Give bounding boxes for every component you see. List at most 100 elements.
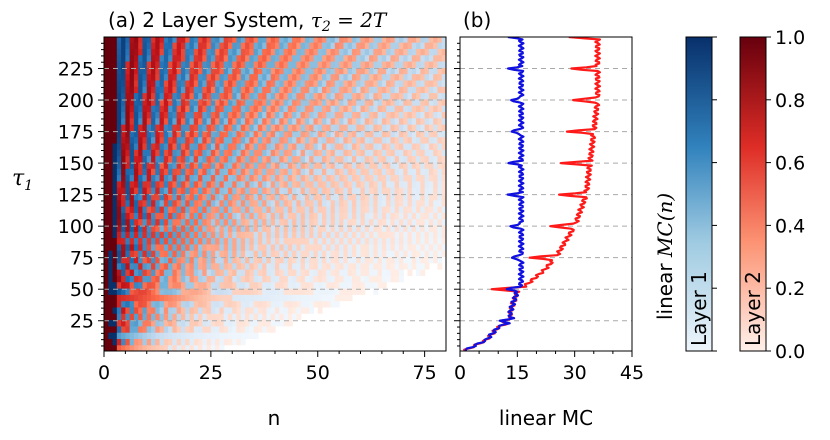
heatmap-cell xyxy=(236,294,242,302)
heatmap-cell xyxy=(433,199,439,207)
heatmap-cell xyxy=(309,130,315,138)
heatmap-cell xyxy=(416,187,421,194)
heatmap-cell xyxy=(129,168,135,176)
heatmap-cell xyxy=(121,300,126,308)
heatmap-cell xyxy=(326,243,332,251)
heatmap-cell xyxy=(215,60,221,68)
heatmap-cell xyxy=(108,325,114,333)
heatmap-cell xyxy=(381,231,387,239)
heatmap-cell xyxy=(168,218,174,226)
heatmap-cell xyxy=(313,243,319,251)
heatmap-cell xyxy=(428,256,434,264)
heatmap-cell xyxy=(292,218,297,226)
heatmap-cell xyxy=(287,136,293,144)
heatmap-cell xyxy=(296,136,302,144)
heatmap-cell xyxy=(146,338,152,346)
heatmap-cell xyxy=(189,199,195,207)
heatmap-cell xyxy=(198,168,203,176)
heatmap-cell xyxy=(168,262,174,270)
heatmap-cell xyxy=(428,111,434,119)
heatmap-cell xyxy=(351,262,357,270)
heatmap-cell xyxy=(411,205,417,213)
heatmap-cell xyxy=(163,344,169,351)
heatmap-cell xyxy=(176,294,182,302)
heatmap-cell xyxy=(304,48,310,56)
heatmap-cell xyxy=(206,79,212,87)
heatmap-cell xyxy=(121,332,126,339)
heatmap-cell xyxy=(300,42,306,49)
heatmap-cell xyxy=(133,325,139,333)
heatmap-cell xyxy=(322,67,327,75)
heatmap-cell xyxy=(108,212,114,220)
heatmap-cell xyxy=(296,231,302,239)
heatmap-cell xyxy=(116,92,122,100)
heatmap-cell xyxy=(159,256,165,264)
heatmap-cell xyxy=(172,79,178,87)
heatmap-cell xyxy=(304,60,310,68)
heatmap-cell xyxy=(360,275,366,283)
heatmap-cell xyxy=(394,111,400,119)
heatmap-cell xyxy=(330,79,336,87)
heatmap-cell xyxy=(351,237,357,245)
heatmap-cell xyxy=(133,149,139,157)
heatmap-cell xyxy=(296,281,302,289)
heatmap-cell xyxy=(360,37,366,43)
heatmap-cell xyxy=(279,187,285,194)
heatmap-cell xyxy=(394,256,400,264)
heatmap-cell xyxy=(189,262,195,270)
heatmap-cell xyxy=(133,313,139,321)
heatmap-cell xyxy=(360,269,366,276)
heatmap-cell xyxy=(292,275,297,283)
heatmap-cell xyxy=(240,79,246,87)
heatmap-cell xyxy=(146,60,152,68)
heatmap-cell xyxy=(163,269,169,276)
heatmap-cell xyxy=(398,48,404,56)
heatmap-cell xyxy=(236,142,242,150)
heatmap-cell xyxy=(313,237,319,245)
heatmap-cell xyxy=(206,193,212,201)
heatmap-cell xyxy=(176,168,182,176)
heatmap-cell xyxy=(227,319,233,327)
heatmap-cell xyxy=(304,105,310,113)
heatmap-cell xyxy=(351,199,357,207)
heatmap-cell xyxy=(155,161,161,169)
heatmap-cell xyxy=(257,243,263,251)
heatmap-cell xyxy=(112,237,118,245)
heatmap-cell xyxy=(317,161,323,169)
heatmap-cell xyxy=(313,67,319,75)
heatmap-cell xyxy=(172,193,178,201)
heatmap-cell xyxy=(245,212,250,220)
heatmap-cell xyxy=(206,48,212,56)
heatmap-cell xyxy=(407,224,413,232)
heatmap-cell xyxy=(193,174,199,182)
heatmap-cell xyxy=(155,287,161,295)
heatmap-cell xyxy=(441,205,446,213)
heatmap-cell xyxy=(163,67,169,75)
heatmap-cell xyxy=(236,269,242,276)
heatmap-cell xyxy=(257,124,263,131)
heatmap-cell xyxy=(424,231,430,239)
heatmap-cell xyxy=(142,149,148,157)
heatmap-cell xyxy=(347,73,353,81)
heatmap-cell xyxy=(428,73,434,81)
heatmap-cell xyxy=(343,155,349,163)
heatmap-cell xyxy=(142,212,148,220)
heatmap-cell xyxy=(403,42,409,49)
heatmap-cell xyxy=(317,73,323,81)
heatmap-cell xyxy=(180,73,186,81)
heatmap-cell xyxy=(420,79,426,87)
heatmap-cell xyxy=(193,161,199,169)
heatmap-cell xyxy=(317,124,323,131)
heatmap-cell xyxy=(347,193,353,201)
heatmap-cell xyxy=(360,130,366,138)
heatmap-cell xyxy=(215,231,221,239)
heatmap-cell xyxy=(125,130,131,138)
heatmap-cell xyxy=(223,42,229,49)
heatmap-cell xyxy=(245,67,250,75)
heatmap-cell xyxy=(326,130,332,138)
heatmap-cell xyxy=(168,60,174,68)
heatmap-cell xyxy=(270,42,276,49)
heatmap-cell xyxy=(215,262,221,270)
heatmap-cell xyxy=(138,168,144,176)
heatmap-cell xyxy=(236,262,242,270)
